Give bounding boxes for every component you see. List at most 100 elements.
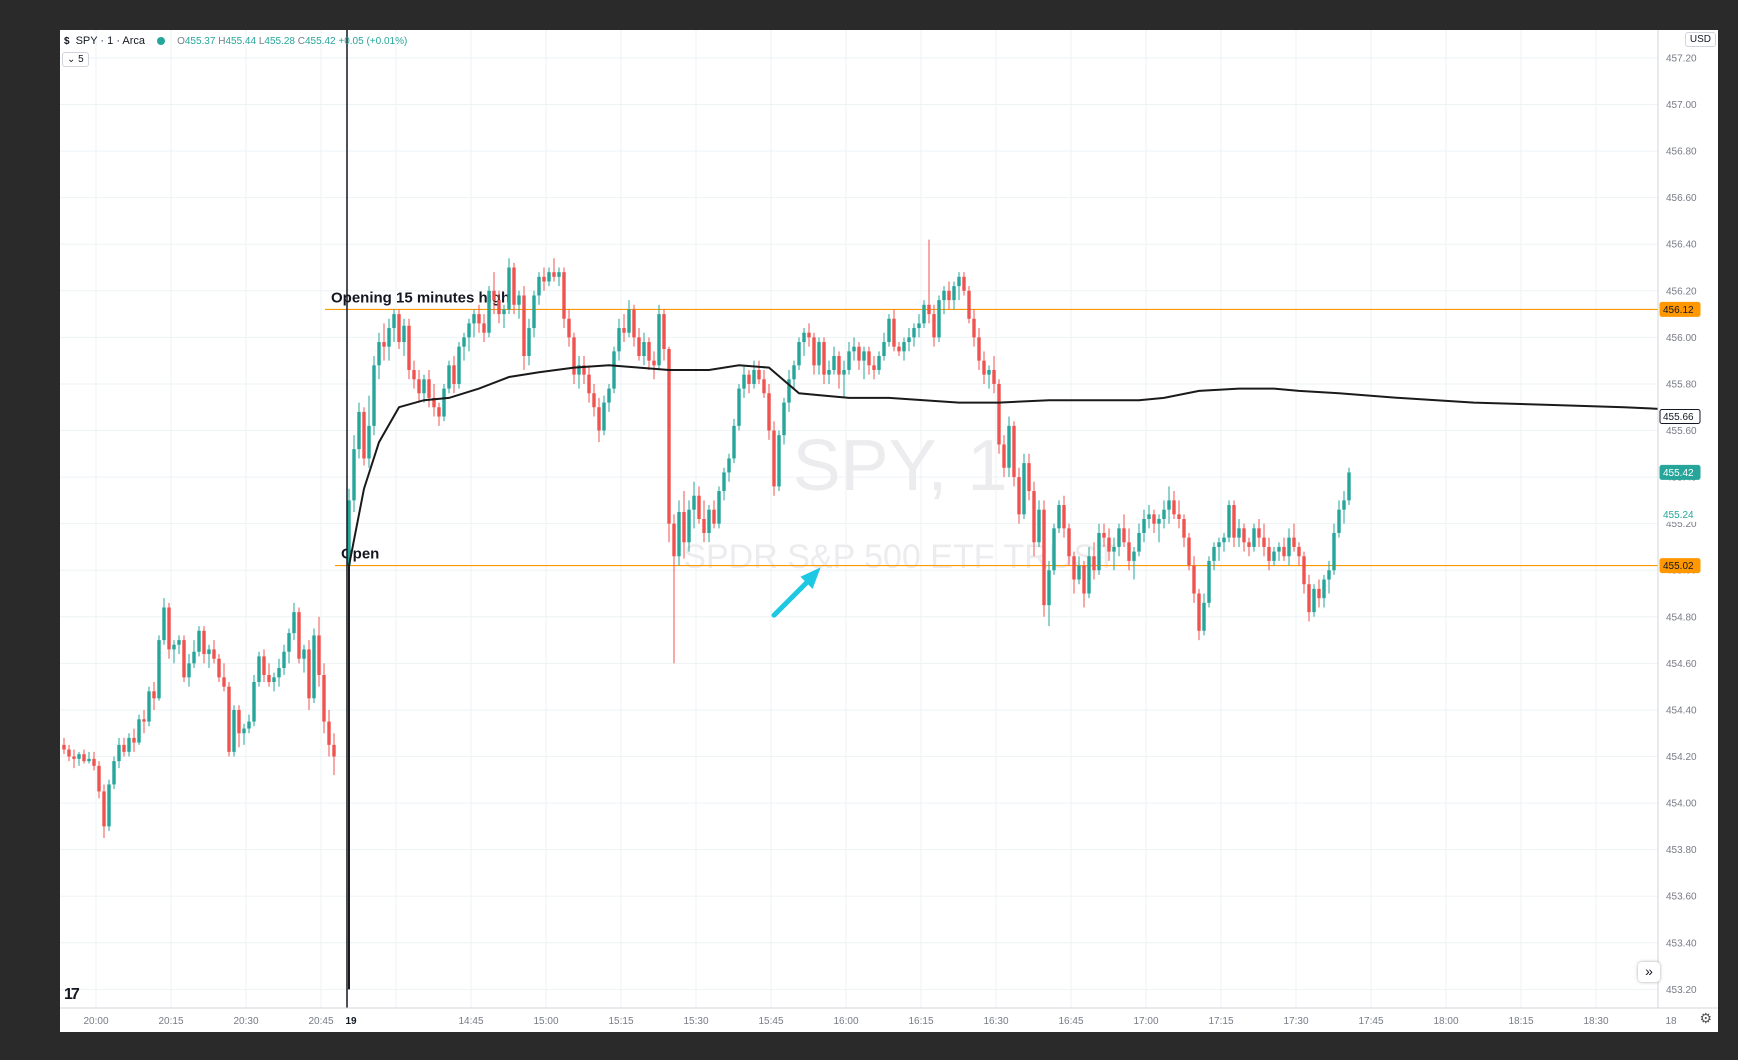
candle-body	[487, 290, 491, 333]
candle-body	[632, 309, 636, 338]
candle-body	[917, 323, 921, 329]
candle-body	[832, 356, 836, 370]
candle-body	[572, 337, 576, 375]
candle-body	[557, 272, 561, 277]
candle-body	[452, 365, 456, 384]
chart-panel[interactable]: SPY, 1 SPDR S&P 500 ETF TRUST Opening 15…	[60, 30, 1718, 1032]
candle-body	[727, 458, 731, 473]
time-tick-label: 17:15	[1208, 1016, 1233, 1027]
candle-body	[387, 328, 391, 347]
watermark: SPY, 1 SPDR S&P 500 ETF TRUST	[683, 426, 1116, 576]
candle-body	[1117, 528, 1121, 547]
candle-body	[877, 356, 881, 370]
price-chart[interactable]: SPY, 1 SPDR S&P 500 ETF TRUST Opening 15…	[60, 30, 1718, 1032]
time-tick-label: 14:45	[458, 1016, 483, 1027]
candle-body	[972, 318, 976, 338]
time-tick-label: 20:15	[158, 1016, 183, 1027]
candle-body	[512, 267, 516, 305]
time-axis[interactable]: 20:00 20:15 20:30 20:45 19 14:45 15:00 15:15 15:…	[60, 1007, 1718, 1032]
level-label: Opening 15 minutes high	[331, 289, 510, 306]
candle-body	[352, 449, 356, 501]
candle-body	[1057, 505, 1061, 529]
candle-body	[382, 342, 386, 347]
candle-body	[1202, 602, 1206, 631]
candle-body	[712, 509, 716, 524]
time-tick-label: 15:45	[758, 1016, 783, 1027]
arrow-annotation-icon[interactable]	[771, 567, 821, 618]
currency-button[interactable]: USD	[1684, 32, 1716, 47]
gear-icon[interactable]: ⚙	[1699, 1010, 1712, 1026]
price-tag-label: 455.24	[1663, 510, 1694, 521]
candle-body	[807, 332, 811, 338]
price-tick-label: 454.60	[1666, 659, 1697, 670]
candle-body	[1112, 546, 1116, 552]
candle-body	[132, 737, 136, 743]
candle-body	[752, 369, 756, 384]
tradingview-logo-icon[interactable]: 17	[64, 986, 80, 1003]
candle-body	[192, 651, 196, 664]
price-tag-label: 455.66	[1663, 412, 1694, 423]
candle-body	[432, 397, 436, 408]
candle-body	[1292, 537, 1296, 547]
candle-body	[77, 754, 81, 759]
candle-body	[427, 379, 431, 398]
candle-body	[1062, 505, 1066, 529]
candle-body	[257, 656, 261, 682]
candle-body	[467, 323, 471, 338]
candle-body	[182, 640, 186, 678]
candle-body	[417, 379, 421, 394]
candle-body	[392, 314, 396, 329]
candle-body	[1082, 565, 1086, 594]
vwap-line	[348, 364, 1718, 990]
candle-body	[1052, 528, 1056, 571]
candle-body	[232, 709, 236, 752]
time-tick-label: 20:00	[83, 1016, 108, 1027]
candle-body	[1042, 509, 1046, 606]
candle-body	[562, 272, 566, 319]
candle-body	[1007, 425, 1011, 468]
candle-body	[1152, 514, 1156, 524]
price-tick-label: 455.20	[1666, 519, 1697, 530]
candle-body	[292, 612, 296, 634]
candle-body	[322, 675, 326, 722]
candle-body	[617, 328, 621, 352]
price-tick-label: 453.80	[1666, 845, 1697, 856]
symbol-title[interactable]: SPY · 1 · Arca	[75, 35, 146, 47]
candle-body	[567, 318, 571, 338]
candle-body	[702, 519, 706, 533]
candle-body	[107, 784, 111, 827]
candle-body	[747, 374, 751, 384]
candle-body	[1257, 528, 1261, 538]
candle-body	[1092, 556, 1096, 571]
candle-body	[237, 709, 241, 734]
interval-toggle-button[interactable]: ⌄ 5	[62, 52, 89, 67]
candle-body	[837, 356, 841, 375]
double-chevron-right-icon[interactable]: »	[1638, 962, 1660, 982]
time-tick-label: 20:45	[308, 1016, 333, 1027]
time-tick-label: 15:15	[608, 1016, 633, 1027]
candle-body	[102, 791, 106, 827]
candle-body	[307, 649, 311, 699]
candle-body	[627, 309, 631, 333]
candle-body	[547, 272, 551, 282]
price-axis[interactable]: 453.20 453.40 453.60 453.80 454.00 454.20 454.…	[1657, 30, 1718, 1032]
candle-body	[1027, 463, 1031, 492]
candle-body	[1237, 528, 1241, 538]
candle-body	[957, 276, 961, 287]
time-tick-label: 18	[1665, 1016, 1677, 1027]
candle-body	[447, 365, 451, 389]
candle-body	[347, 500, 351, 566]
candle-body	[1207, 560, 1211, 603]
candle-body	[357, 411, 361, 450]
candle-body	[507, 267, 511, 310]
price-tick-label: 456.80	[1666, 147, 1697, 158]
candle-body	[1262, 537, 1266, 547]
candle-body	[997, 383, 1001, 445]
candle-body	[742, 374, 746, 389]
candle-body	[1247, 542, 1251, 547]
candle-body	[537, 276, 541, 296]
candle-body	[662, 314, 666, 350]
candle-body	[1327, 570, 1331, 580]
candle-body	[1102, 532, 1106, 538]
